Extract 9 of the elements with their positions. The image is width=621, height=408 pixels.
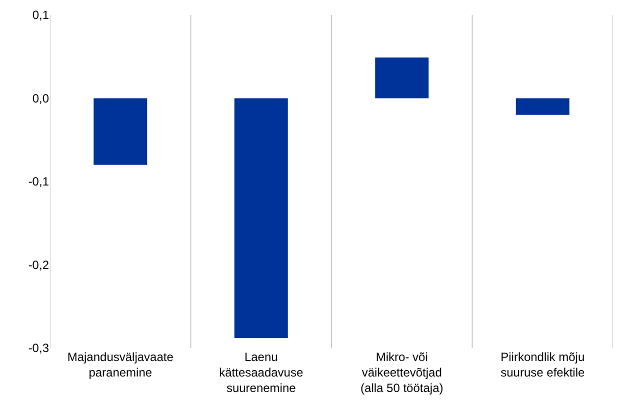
y-tick-label: -0,1 <box>28 174 50 189</box>
x-tick-label: Majandusväljavaate paranemine <box>67 350 174 380</box>
x-tick-label: Mikro- või väikeettevõtjad (alla 50 töötaja) <box>360 350 444 396</box>
y-tick-label: 0,0 <box>32 91 50 106</box>
y-tick-label: -0,2 <box>28 258 50 272</box>
x-tick-label: Piirkondlik mõju suuruse efektile <box>500 350 585 380</box>
y-tick-label: -0,3 <box>28 341 50 356</box>
y-tick-label: 0,1 <box>32 8 50 22</box>
x-tick-label: Laenu kättesaadavuse suurenemine <box>219 350 304 396</box>
